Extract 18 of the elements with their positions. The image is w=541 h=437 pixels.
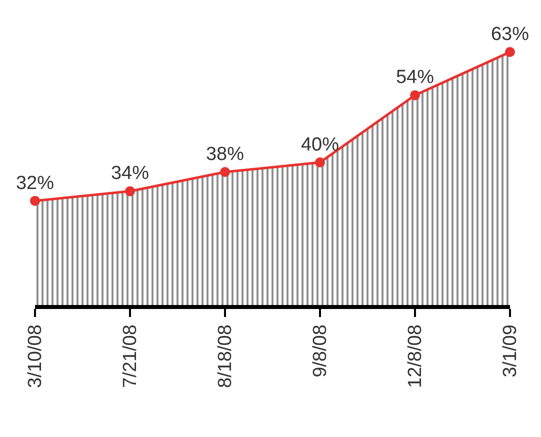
data-label: 40% xyxy=(300,134,340,156)
x-tick-label: 7/21/08 xyxy=(120,324,142,388)
x-tick-label: 12/8/08 xyxy=(405,324,426,388)
point xyxy=(505,47,515,57)
data-label: 38% xyxy=(206,144,244,166)
x-tick-label: 3/1/09 xyxy=(500,324,522,378)
data-label: 34% xyxy=(110,163,150,184)
data-label: 63% xyxy=(490,24,530,45)
x-tick-label: 3/10/08 xyxy=(25,324,46,388)
point xyxy=(410,90,420,100)
point xyxy=(315,157,325,168)
data-label: 54% xyxy=(396,67,434,88)
point xyxy=(220,167,230,178)
point xyxy=(30,196,40,206)
x-tick-label: 8/18/08 xyxy=(215,324,236,388)
point xyxy=(125,186,135,196)
x-tick-label: 9/8/08 xyxy=(310,324,332,378)
data-label: 32% xyxy=(16,172,54,194)
